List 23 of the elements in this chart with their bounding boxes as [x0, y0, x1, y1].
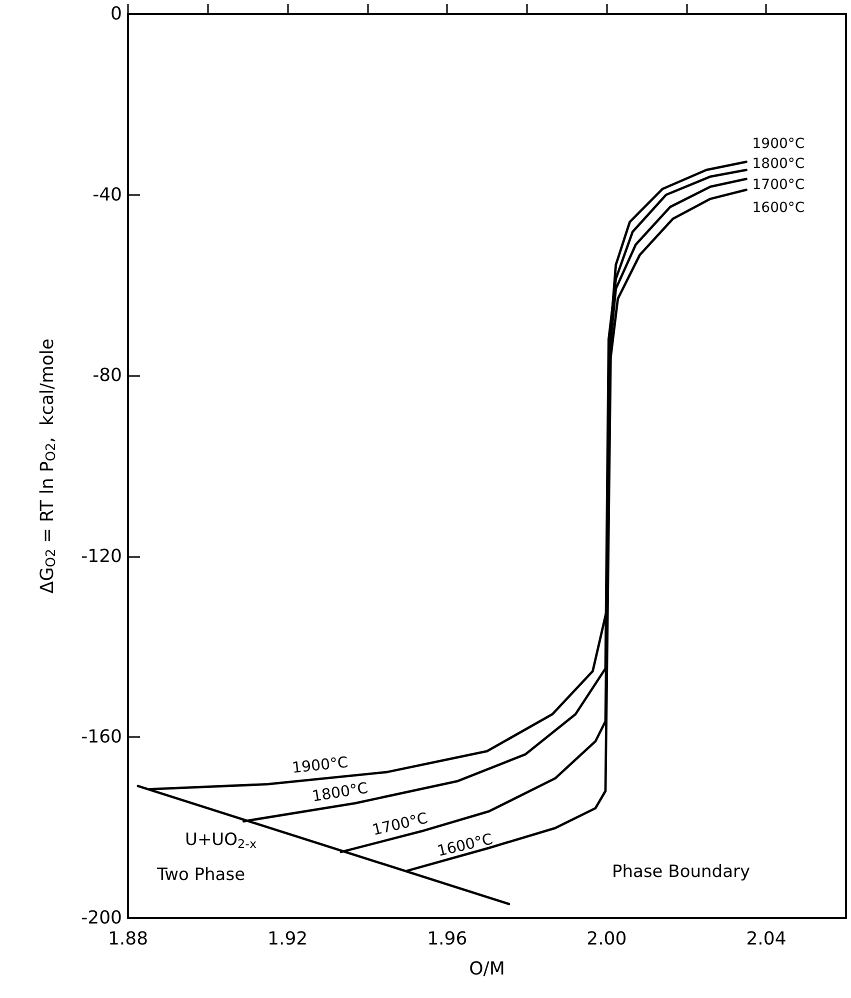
series-label: 1600°C: [752, 200, 805, 216]
y-tick-label: 0: [110, 4, 122, 24]
series-label: 1800°C: [752, 156, 805, 172]
annotation: Phase Boundary: [612, 862, 750, 882]
y-tick-label: -120: [81, 546, 122, 567]
y-tick-label: -200: [81, 908, 122, 928]
x-tick-label: 1.88: [108, 928, 148, 950]
text: 2.00: [586, 928, 627, 950]
annotation: 1800°C: [310, 778, 370, 806]
y-tick-label: -80: [92, 365, 122, 386]
x-tick-label: 1.96: [427, 928, 468, 950]
annotation: Two Phase: [156, 865, 246, 885]
series-label: 1700°C: [752, 176, 805, 193]
y-tick-label: -40: [92, 184, 122, 206]
x-tick-label: 1.92: [268, 928, 308, 950]
x-axis-title: O/M: [469, 958, 505, 980]
x-tick-label: 2.04: [746, 928, 786, 950]
annotation: 1600°C: [436, 830, 494, 860]
y-tick-label: -160: [81, 726, 122, 748]
series-label: 1900°C: [752, 136, 805, 152]
annotation: 1700°C: [370, 808, 430, 840]
annotation: 1900°C: [291, 753, 349, 777]
y-axis-title: ΔGO2 = RT ln PO2, kcal/mole: [37, 338, 59, 594]
